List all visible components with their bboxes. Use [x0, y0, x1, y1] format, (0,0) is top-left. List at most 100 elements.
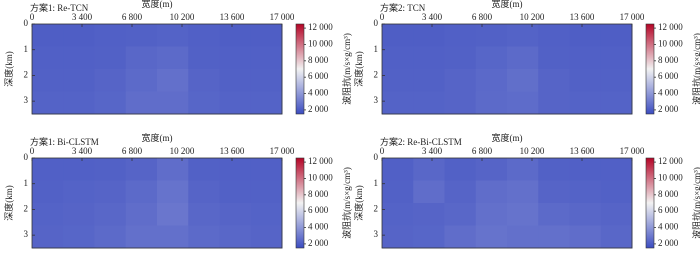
y-axis-label: 深度(km) — [353, 51, 364, 87]
heatmap-cell — [94, 46, 127, 70]
heatmap-cell — [569, 69, 602, 92]
x-tick-label: 17 000 — [620, 146, 645, 156]
heatmap-cell — [382, 24, 414, 47]
heatmap-cell — [250, 69, 283, 92]
heatmap-cell — [63, 46, 95, 70]
heatmap-cell — [250, 91, 283, 115]
heatmap-cell — [600, 203, 633, 226]
colorbar — [295, 23, 305, 115]
heatmap-cell — [188, 158, 220, 181]
heatmap-cell — [444, 180, 477, 204]
heatmap-cell — [125, 203, 158, 226]
colorbar-tick-label: 8 000 — [658, 189, 679, 199]
colorbar-tick-label: 2 000 — [308, 104, 329, 114]
colorbar-tick-label: 10 000 — [658, 39, 683, 49]
y-tick-label: 1 — [24, 44, 29, 54]
heatmap-cell — [507, 46, 539, 70]
colorbar-tick-label: 10 000 — [658, 173, 683, 183]
heatmap-cell — [444, 24, 477, 47]
heatmap-cell — [444, 69, 477, 92]
x-tick-label: 3 400 — [422, 12, 443, 22]
colorbar-tick-label: 12 000 — [658, 156, 683, 166]
heatmap-cell — [157, 91, 189, 115]
panel-title: 方案2: TCN — [380, 2, 426, 13]
heatmap-cell — [63, 91, 95, 115]
heatmap-cell — [219, 24, 252, 47]
heatmap-cell — [250, 46, 283, 70]
x-tick-label: 13 600 — [570, 146, 595, 156]
heatmap-cell — [125, 225, 158, 249]
heatmap-cell — [600, 225, 633, 249]
colorbar-tick-label: 4 000 — [308, 88, 329, 98]
heatmap-cell — [600, 24, 633, 47]
y-axis-label: 深度(km) — [3, 51, 14, 87]
heatmap-cell — [250, 24, 283, 47]
heatmap-cell — [382, 203, 414, 226]
heatmap-cell — [188, 91, 220, 115]
heatmap-cell — [157, 46, 189, 70]
x-tick-label: 17 000 — [620, 12, 645, 22]
heatmap-cell — [600, 91, 633, 115]
heatmap-cell — [63, 24, 95, 47]
heatmap-cell — [32, 203, 64, 226]
colorbar-tick-label: 4 000 — [658, 222, 679, 232]
heatmap-cell — [250, 203, 283, 226]
x-tick-label: 6 800 — [472, 12, 493, 22]
heatmap-cell — [188, 180, 220, 204]
heatmap-cell — [219, 91, 252, 115]
heatmap-cell — [413, 91, 445, 115]
heatmap-cell — [475, 46, 508, 70]
heatmap-cell — [157, 225, 189, 249]
y-tick-label: 0 — [24, 152, 29, 162]
y-tick-label: 3 — [24, 229, 29, 239]
colorbar-tick-label: 4 000 — [658, 88, 679, 98]
heatmap-cell — [475, 225, 508, 249]
heatmap-cell — [188, 203, 220, 226]
heatmap-cell — [250, 180, 283, 204]
plot-frame — [31, 23, 283, 115]
heatmap-cell — [475, 69, 508, 92]
x-axis-label: 宽度(m) — [492, 132, 523, 143]
x-tick-label: 0 — [380, 146, 385, 156]
heatmap-cell — [413, 203, 445, 226]
x-tick-label: 0 — [30, 146, 35, 156]
colorbar — [645, 23, 655, 115]
heatmap-cell — [125, 91, 158, 115]
y-axis-label: 深度(km) — [353, 185, 364, 221]
y-tick-label: 2 — [24, 69, 29, 79]
heatmap-cell — [569, 158, 602, 181]
colorbar-tick-label: 4 000 — [308, 222, 329, 232]
heatmap-cell — [569, 225, 602, 249]
heatmap-cell — [219, 180, 252, 204]
heatmap-cell — [600, 180, 633, 204]
heatmap-cell — [569, 91, 602, 115]
heatmap-cell — [32, 225, 64, 249]
heatmap-cell — [157, 180, 189, 204]
heatmap-cell — [475, 24, 508, 47]
x-axis-label: 宽度(m) — [142, 0, 173, 9]
heatmap-cell — [188, 69, 220, 92]
heatmap-cell — [507, 69, 539, 92]
x-tick-label: 17 000 — [270, 12, 295, 22]
x-tick-label: 10 200 — [520, 12, 545, 22]
x-tick-label: 10 200 — [170, 12, 195, 22]
x-tick-label: 10 200 — [520, 146, 545, 156]
heatmap-cell — [538, 24, 570, 47]
heatmap-cell — [63, 158, 95, 181]
heatmap-cell — [507, 158, 539, 181]
colorbar-tick-label: 12 000 — [308, 22, 333, 32]
heatmap-cell — [188, 24, 220, 47]
heatmap-cell — [475, 180, 508, 204]
heatmap-cell — [219, 69, 252, 92]
x-tick-label: 10 200 — [170, 146, 195, 156]
heatmap-cell — [219, 225, 252, 249]
y-axis-label: 深度(km) — [3, 185, 14, 221]
x-axis-label: 宽度(m) — [142, 132, 173, 143]
heatmap-cell — [250, 225, 283, 249]
y-tick-label: 0 — [24, 18, 29, 28]
heatmap-cell — [413, 180, 445, 204]
plot-frame — [381, 23, 633, 115]
colorbar-label: 波阻抗(m/s×g/cm³) — [691, 167, 700, 239]
heatmap-cell — [382, 69, 414, 92]
plot-frame — [31, 157, 283, 249]
